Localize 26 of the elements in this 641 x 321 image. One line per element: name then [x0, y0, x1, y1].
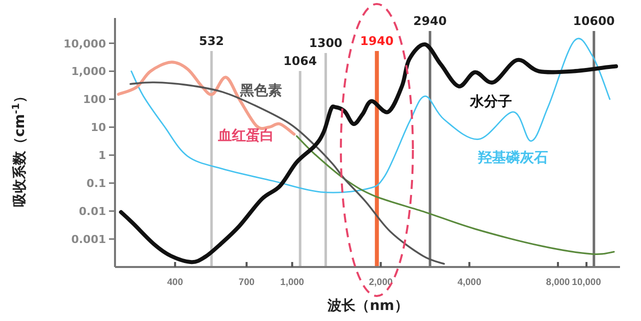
series-label: 羟基磷灰石: [477, 150, 548, 166]
y-tick-label: 100: [83, 93, 106, 106]
series-label: 黑色素: [239, 83, 282, 99]
y-tick-label: 0.1: [86, 177, 106, 190]
series-label: 水分子: [469, 94, 512, 110]
x-tick-label: 400: [167, 277, 183, 288]
x-tick-label: 4,000: [457, 277, 482, 288]
x-tick-label: 1,000: [280, 277, 304, 288]
y-tick-label: 1: [98, 149, 106, 162]
ref-line-label: 10600: [573, 14, 615, 28]
x-tick-label: 10,000: [572, 277, 601, 288]
ref-line-label: 1064: [283, 54, 317, 68]
ref-line-label: 1940: [360, 34, 394, 48]
ref-line-label: 532: [198, 34, 224, 48]
ref-line-label: 2940: [413, 14, 447, 28]
y-tick-label: 1,000: [71, 65, 106, 78]
y-tick-label: 10: [90, 121, 106, 134]
ref-line-label: 1300: [309, 36, 342, 50]
y-tick-label: 0.01: [78, 205, 106, 218]
x-tick-label: 8,000: [546, 277, 570, 288]
x-tick-label: 700: [238, 277, 255, 288]
y-tick-label: 10,000: [64, 37, 106, 50]
y-tick-label: 0.001: [71, 233, 106, 246]
x-axis-title: 波长（nm）: [326, 298, 408, 314]
x-tick-label: 2,000: [368, 277, 393, 288]
series-label: 血红蛋白: [217, 128, 274, 144]
